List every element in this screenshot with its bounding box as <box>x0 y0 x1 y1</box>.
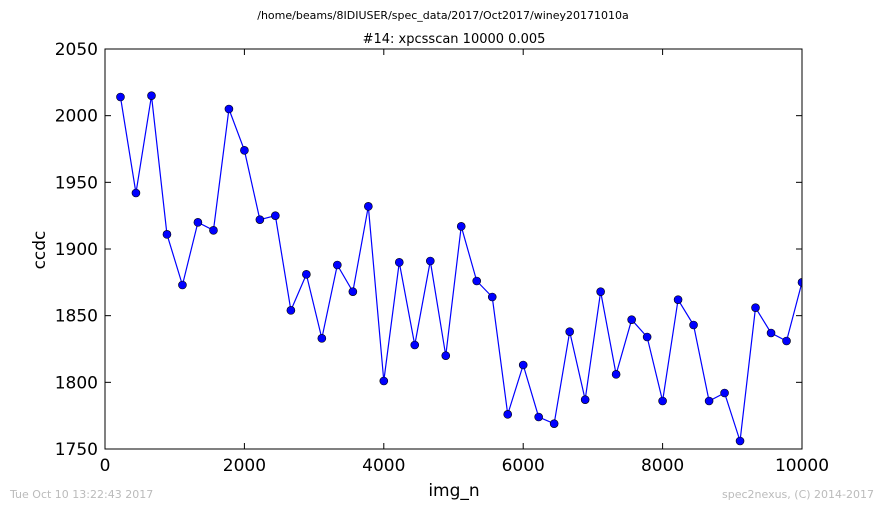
data-point <box>720 388 729 398</box>
data-point <box>193 218 203 227</box>
data-point <box>472 276 482 286</box>
data-point <box>549 419 559 428</box>
data-point <box>379 376 389 386</box>
data-point <box>147 91 156 100</box>
data-point <box>441 351 451 360</box>
data-point <box>394 258 404 267</box>
y-tick-label: 1900 <box>55 240 98 260</box>
y-tick-label: 1950 <box>55 173 98 193</box>
data-point <box>487 292 497 302</box>
data-point <box>782 336 791 346</box>
data-point <box>565 327 574 336</box>
data-point <box>131 188 141 198</box>
series-line <box>119 95 802 442</box>
x-tick-label: 2000 <box>223 456 266 476</box>
data-point <box>178 280 187 290</box>
y-tick-label: 1850 <box>55 307 98 327</box>
data-point <box>116 92 125 102</box>
data-point <box>240 146 249 155</box>
data-point <box>642 332 652 342</box>
x-axis-label: img_n <box>428 481 479 501</box>
data-point <box>580 395 590 404</box>
x-tick-label: 4000 <box>362 456 405 476</box>
data-point <box>503 410 513 419</box>
data-point <box>425 256 435 266</box>
data-point <box>534 412 543 422</box>
data-point <box>751 303 760 312</box>
data-point <box>255 215 265 224</box>
data-point <box>286 306 296 315</box>
data-point <box>735 436 745 446</box>
y-tick-label: 1750 <box>55 440 98 460</box>
x-tick-label: 10000 <box>775 456 829 476</box>
data-point <box>317 334 327 343</box>
data-point <box>518 360 528 370</box>
y-tick-label: 2050 <box>55 40 98 60</box>
data-point <box>410 340 420 350</box>
data-point <box>271 211 280 220</box>
chart-title: #14: xpcsscan 10000 0.005 <box>363 32 546 47</box>
series-group <box>116 91 802 446</box>
data-point <box>658 396 667 406</box>
footer-timestamp: Tue Oct 10 13:22:43 2017 <box>9 488 153 501</box>
data-point <box>456 222 466 231</box>
footer-credit: spec2nexus, (C) 2014-2017 <box>722 488 874 501</box>
data-point <box>704 396 714 406</box>
data-point <box>797 278 802 287</box>
data-point <box>333 260 342 270</box>
data-point <box>596 287 605 296</box>
data-point <box>627 315 636 324</box>
y-tick-label: 1800 <box>55 373 98 393</box>
data-point <box>364 202 373 211</box>
y-axis-label: ccdc <box>30 231 50 270</box>
data-point <box>348 287 358 296</box>
x-tick-label: 0 <box>100 456 111 476</box>
x-tick-label: 6000 <box>502 456 545 476</box>
data-point <box>766 328 776 338</box>
chart-suptitle: /home/beams/8IDIUSER/spec_data/2017/Oct2… <box>257 9 629 22</box>
data-point <box>673 295 683 304</box>
data-point <box>689 320 698 330</box>
y-tick-label: 2000 <box>55 107 98 127</box>
data-point <box>224 104 234 114</box>
data-point <box>611 370 621 379</box>
data-point <box>302 270 311 279</box>
x-tick-label: 8000 <box>641 456 684 476</box>
plot-area: 0 2000 4000 6000 8000 10000 1750 1800 1850 1900 19… <box>55 40 829 476</box>
data-point <box>209 226 218 235</box>
plot-frame <box>104 48 803 450</box>
data-point <box>162 230 172 239</box>
